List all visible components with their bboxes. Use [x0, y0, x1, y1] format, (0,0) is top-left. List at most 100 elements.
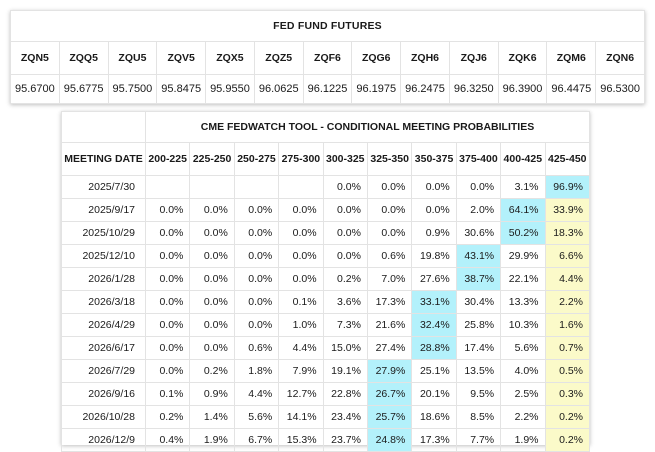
probability-cell: 0.0%	[189, 290, 235, 314]
probability-cell: 0.0%	[322, 221, 368, 245]
futures-price-cell: 96.3900	[497, 74, 548, 104]
probability-cell: 1.9%	[189, 428, 235, 452]
probability-cell: 27.4%	[366, 336, 413, 360]
probability-cell: 1.4%	[189, 405, 235, 429]
probability-cell: 0.0%	[144, 359, 191, 383]
probability-cell: 0.0%	[233, 267, 280, 291]
probability-cell: 43.1%	[455, 244, 502, 268]
probability-cell: 0.0%	[189, 336, 235, 360]
meeting-row: 2025/7/30 0.0% 0.0% 0.0% 0.0% 3.1% 96.9%	[61, 175, 591, 199]
futures-price-cell: 96.1975	[351, 74, 402, 104]
futures-contract-header: ZQQ5	[58, 41, 109, 75]
futures-contract-header: ZQJ6	[448, 41, 499, 75]
probability-cell: 17.3%	[366, 290, 413, 314]
futures-contract-header: ZQV5	[156, 41, 207, 75]
probability-cell: 0.0%	[233, 290, 280, 314]
probability-cell: 7.7%	[455, 428, 502, 452]
probability-cell: 0.0%	[366, 198, 413, 222]
futures-contract-header: ZQX5	[205, 41, 255, 75]
probability-cell: 0.0%	[455, 175, 502, 199]
rate-range-header: 350-375	[411, 142, 457, 176]
probability-cell: 0.2%	[322, 267, 368, 291]
probability-cell	[144, 175, 191, 199]
probability-cell: 0.0%	[278, 244, 324, 268]
meeting-date-cell: 2025/9/17	[61, 198, 146, 222]
probability-cell: 23.7%	[322, 428, 368, 452]
futures-contract-header: ZQN6	[595, 41, 645, 75]
probability-cell: 19.8%	[411, 244, 457, 268]
futures-contract-header: ZQZ5	[253, 41, 304, 75]
probability-cell: 0.5%	[544, 359, 591, 383]
probability-cell: 64.1%	[500, 198, 546, 222]
probability-cell: 1.9%	[500, 428, 546, 452]
probability-cell: 0.0%	[411, 198, 457, 222]
meeting-row: 2026/9/16 0.1% 0.9% 4.4% 12.7% 22.8% 26.7% 20.1…	[61, 382, 591, 406]
probabilities-header-row: MEETING DATE 200-225 225-250 250-275 275-30…	[61, 142, 591, 176]
probability-cell: 0.0%	[233, 198, 280, 222]
probability-cell: 0.0%	[322, 175, 368, 199]
probability-cell: 0.2%	[544, 428, 591, 452]
futures-contract-header: ZQH6	[400, 41, 450, 75]
probability-cell: 13.5%	[455, 359, 502, 383]
probabilities-body: 2025/7/30 0.0% 0.0% 0.0% 0.0% 3.1% 96.9% 2025/9…	[61, 175, 591, 452]
probability-cell: 3.6%	[322, 290, 368, 314]
futures-contract-header: ZQG6	[351, 41, 402, 75]
probability-cell: 0.2%	[189, 359, 235, 383]
futures-price-cell: 95.6775	[58, 74, 109, 104]
meeting-row: 2025/9/17 0.0% 0.0% 0.0% 0.0% 0.0% 0.0% 0.0% 2.0…	[61, 198, 591, 222]
fed-fund-futures-table: FED FUND FUTURES ZQN5 ZQQ5 ZQU5 ZQV5 ZQX5 ZQZ…	[10, 10, 645, 104]
futures-price-cell: 95.9550	[205, 74, 255, 104]
probability-cell: 25.1%	[411, 359, 457, 383]
futures-price-cell: 95.7500	[107, 74, 158, 104]
meeting-date-cell: 2026/10/28	[61, 405, 146, 429]
probability-cell: 33.9%	[544, 198, 591, 222]
probability-cell: 2.5%	[500, 382, 546, 406]
probability-cell	[278, 175, 324, 199]
probability-cell: 7.9%	[278, 359, 324, 383]
probability-cell: 0.0%	[233, 244, 280, 268]
probability-cell: 15.3%	[278, 428, 324, 452]
probability-cell: 27.9%	[366, 359, 413, 383]
probability-cell: 0.0%	[144, 290, 191, 314]
probability-cell: 0.1%	[144, 382, 191, 406]
rate-range-header: 400-425	[500, 142, 546, 176]
probability-cell: 38.7%	[455, 267, 502, 291]
probability-cell: 27.6%	[411, 267, 457, 291]
probability-cell	[189, 175, 235, 199]
probability-cell: 0.0%	[144, 221, 191, 245]
futures-contract-header: ZQK6	[497, 41, 548, 75]
probability-cell: 5.6%	[233, 405, 280, 429]
futures-price-cell: 96.4475	[546, 74, 597, 104]
probability-cell: 3.1%	[500, 175, 546, 199]
meeting-row: 2025/12/10 0.0% 0.0% 0.0% 0.0% 0.0% 0.6% 19.8% 4…	[61, 244, 591, 268]
probability-cell: 0.6%	[233, 336, 280, 360]
meeting-row: 2026/10/28 0.2% 1.4% 5.6% 14.1% 23.4% 25.7% 18.…	[61, 405, 591, 429]
futures-contract-header: ZQM6	[546, 41, 597, 75]
probability-cell: 0.0%	[189, 198, 235, 222]
rate-range-header: 250-275	[233, 142, 280, 176]
probability-cell: 0.7%	[544, 336, 591, 360]
rate-range-header: 375-400	[455, 142, 502, 176]
probability-cell: 0.0%	[189, 221, 235, 245]
probability-cell: 32.4%	[411, 313, 457, 337]
probability-cell: 29.9%	[500, 244, 546, 268]
futures-price-cell: 96.2475	[400, 74, 450, 104]
probability-cell: 0.0%	[411, 175, 457, 199]
probability-cell: 22.8%	[322, 382, 368, 406]
probability-cell: 19.1%	[322, 359, 368, 383]
probability-cell: 26.7%	[366, 382, 413, 406]
futures-price-cell: 95.8475	[156, 74, 207, 104]
futures-contract-header: ZQN5	[10, 41, 60, 75]
probability-cell: 21.6%	[366, 313, 413, 337]
meeting-date-cell: 2026/9/16	[61, 382, 146, 406]
probability-cell: 12.7%	[278, 382, 324, 406]
probability-cell: 0.0%	[189, 267, 235, 291]
probability-cell: 4.4%	[233, 382, 280, 406]
probability-cell: 28.8%	[411, 336, 457, 360]
fedwatch-probabilities-table: CME FEDWATCH TOOL - CONDITIONAL MEETING …	[61, 111, 591, 452]
rate-range-header: 200-225	[144, 142, 191, 176]
probability-cell: 14.1%	[278, 405, 324, 429]
meeting-date-cell: 2026/7/29	[61, 359, 146, 383]
probability-cell: 0.0%	[366, 221, 413, 245]
probability-cell: 0.0%	[322, 244, 368, 268]
